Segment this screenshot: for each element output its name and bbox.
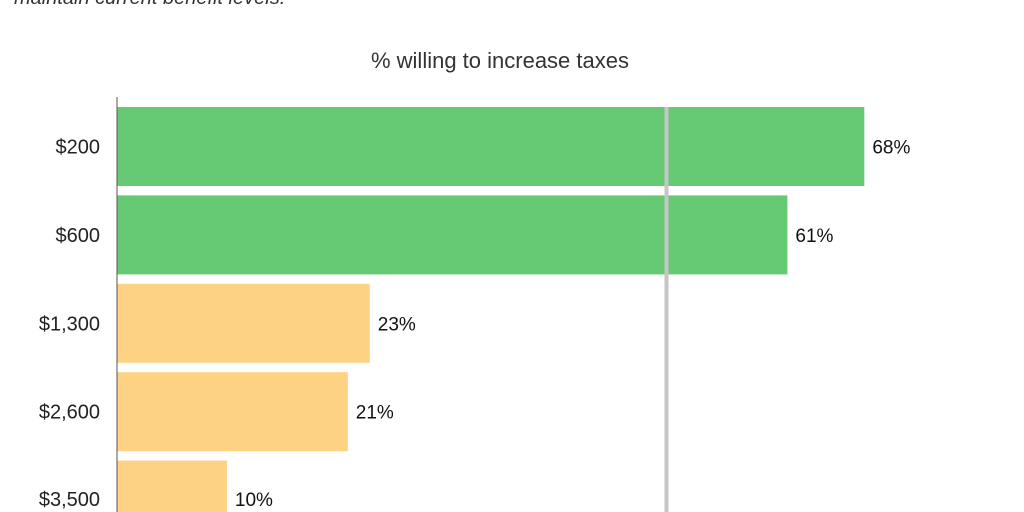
category-label: $3,500 [39, 489, 100, 511]
bar [117, 372, 348, 452]
category-label: $1,300 [39, 313, 100, 335]
category-label: $600 [56, 225, 101, 247]
value-label: 61% [795, 226, 833, 247]
bar [117, 283, 370, 363]
category-label: $200 [56, 137, 101, 159]
value-label: 21% [356, 403, 394, 424]
value-label: 23% [378, 314, 416, 335]
value-label: 10% [235, 490, 273, 511]
value-label: 68% [872, 138, 910, 159]
bar [117, 107, 865, 186]
bar [117, 460, 227, 512]
chart-caption: maintain current benefit levels. [14, 0, 285, 10]
chart-title: % willing to increase taxes [370, 48, 629, 73]
category-label: $2,600 [39, 402, 100, 424]
bar [117, 195, 788, 275]
